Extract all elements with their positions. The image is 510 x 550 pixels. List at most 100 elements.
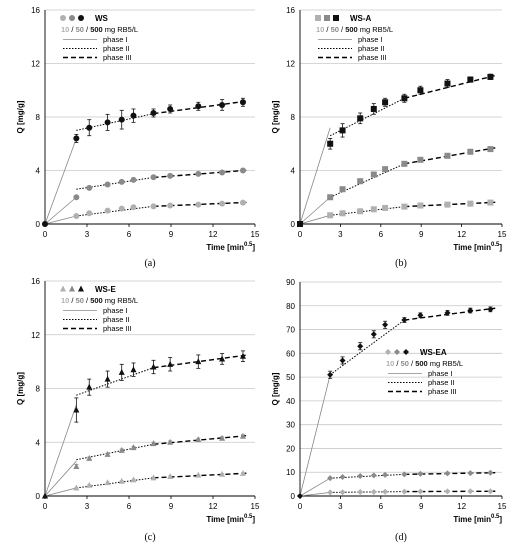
data-point-50 bbox=[417, 470, 424, 477]
data-point-10 bbox=[86, 481, 93, 488]
legend-marker-50 bbox=[69, 285, 75, 292]
y-tick-label: 4 bbox=[291, 167, 296, 176]
data-point-10 bbox=[219, 470, 226, 477]
x-tick-label: 15 bbox=[498, 230, 507, 239]
data-point-50 bbox=[150, 174, 157, 181]
data-point-10 bbox=[195, 201, 202, 208]
data-point-10 bbox=[104, 207, 111, 214]
legend-conc-unit: mg RB5/L bbox=[105, 25, 138, 34]
x-axis-label-exponent: 0.5 bbox=[244, 242, 253, 248]
y-tick-label: 16 bbox=[31, 277, 40, 286]
legend-conc-separator: / bbox=[409, 359, 415, 368]
y-tick-label: 20 bbox=[286, 444, 295, 453]
data-point-500 bbox=[73, 135, 80, 142]
legend-conc-value: 10 bbox=[316, 25, 324, 34]
legend-conc-separator: / bbox=[324, 25, 330, 34]
phase-I-fit-line bbox=[44, 460, 77, 497]
y-tick-label: 4 bbox=[36, 167, 41, 176]
data-point-10 bbox=[357, 488, 364, 495]
y-tick-label: 8 bbox=[36, 385, 41, 394]
data-point-500 bbox=[370, 105, 377, 112]
data-point-500 bbox=[382, 99, 389, 106]
y-tick-label: 8 bbox=[291, 113, 296, 122]
legend-conc-separator: / bbox=[84, 296, 90, 305]
data-point-500 bbox=[167, 105, 174, 112]
x-tick-label: 3 bbox=[85, 502, 90, 511]
data-point-50 bbox=[487, 146, 494, 153]
phase-I-fit-line bbox=[44, 196, 77, 225]
y-tick-label: 0 bbox=[291, 492, 296, 501]
x-axis-label: Time [min0.5] bbox=[453, 514, 502, 524]
legend-conc-separator: / bbox=[394, 359, 400, 368]
data-point-10 bbox=[150, 474, 157, 481]
data-point-10 bbox=[195, 471, 202, 478]
legend-phase-III-label: phase III bbox=[358, 53, 387, 62]
data-point-500 bbox=[297, 493, 303, 499]
data-point-50 bbox=[167, 172, 174, 179]
data-point-500 bbox=[130, 112, 137, 119]
x-tick-label: 6 bbox=[127, 502, 132, 511]
data-point-50 bbox=[150, 440, 157, 447]
data-point-500 bbox=[339, 127, 346, 134]
legend-phase-I-label: phase I bbox=[103, 35, 128, 44]
legend-marker-500 bbox=[333, 15, 339, 21]
data-point-50 bbox=[73, 194, 80, 201]
data-point-50 bbox=[327, 475, 334, 482]
data-point-10 bbox=[487, 488, 494, 495]
data-point-10 bbox=[73, 212, 80, 219]
x-axis-label-end: ] bbox=[252, 243, 255, 252]
data-point-50 bbox=[130, 444, 137, 451]
phase-I-fit-line bbox=[299, 477, 331, 497]
data-point-10 bbox=[487, 199, 494, 206]
x-tick-label: 15 bbox=[251, 230, 260, 239]
data-point-500 bbox=[357, 343, 364, 350]
legend-conc-unit: mg RB5/L bbox=[360, 25, 393, 34]
phase-I-fit-line bbox=[299, 127, 331, 225]
legend-marker-10 bbox=[60, 15, 66, 21]
phase-II-fit-line bbox=[76, 367, 154, 396]
phase-I-fit-line bbox=[299, 374, 331, 497]
data-point-10 bbox=[444, 488, 451, 495]
data-point-10 bbox=[401, 203, 408, 210]
legend-title: WS bbox=[95, 14, 109, 23]
y-tick-label: 16 bbox=[286, 6, 295, 15]
data-point-10 bbox=[339, 489, 346, 496]
y-tick-label: 60 bbox=[286, 349, 295, 358]
x-tick-label: 6 bbox=[127, 230, 132, 239]
data-point-500 bbox=[370, 331, 377, 338]
legend-phase-II-label: phase II bbox=[103, 315, 130, 324]
panel-a: 0 4 8 12 16 0 3 6 9 12 15 Q [mg/g] Time [min0.5] (a) W… bbox=[16, 6, 260, 269]
panel-d: 0 10 20 30 40 50 60 70 80 90 0 3 6 9 12 15 Q [mg/g] Time … bbox=[271, 278, 507, 543]
data-point-500 bbox=[239, 99, 246, 106]
data-point-10 bbox=[467, 200, 474, 207]
panel-caption: (a) bbox=[144, 258, 155, 269]
y-tick-label: 0 bbox=[36, 492, 41, 501]
x-tick-label: 12 bbox=[457, 230, 466, 239]
data-point-50 bbox=[86, 454, 93, 461]
legend-marker-500 bbox=[78, 15, 84, 21]
x-axis-label-exponent: 0.5 bbox=[244, 514, 253, 520]
data-point-500 bbox=[73, 406, 80, 413]
x-tick-label: 15 bbox=[498, 502, 507, 511]
data-point-10 bbox=[118, 205, 125, 212]
data-point-500 bbox=[467, 307, 474, 314]
data-point-10 bbox=[467, 488, 474, 495]
legend-marker-10 bbox=[60, 285, 66, 292]
data-point-50 bbox=[417, 156, 424, 163]
data-point-500 bbox=[401, 317, 408, 324]
data-point-50 bbox=[382, 166, 389, 173]
data-point-50 bbox=[327, 194, 334, 201]
legend-concentration: 10 / 50 / 500 mg RB5/L bbox=[386, 359, 463, 368]
data-point-500 bbox=[297, 221, 303, 227]
x-axis-label: Time [min0.5] bbox=[453, 242, 502, 252]
legend-marker-50 bbox=[394, 349, 400, 355]
y-tick-label: 50 bbox=[286, 373, 295, 382]
data-point-50 bbox=[130, 176, 137, 183]
data-point-10 bbox=[370, 206, 377, 213]
x-axis-label-text: Time [min bbox=[206, 515, 244, 524]
data-point-500 bbox=[487, 73, 494, 80]
legend-conc-value: 50 bbox=[401, 359, 409, 368]
y-axis-label: Q [mg/g] bbox=[271, 100, 280, 133]
